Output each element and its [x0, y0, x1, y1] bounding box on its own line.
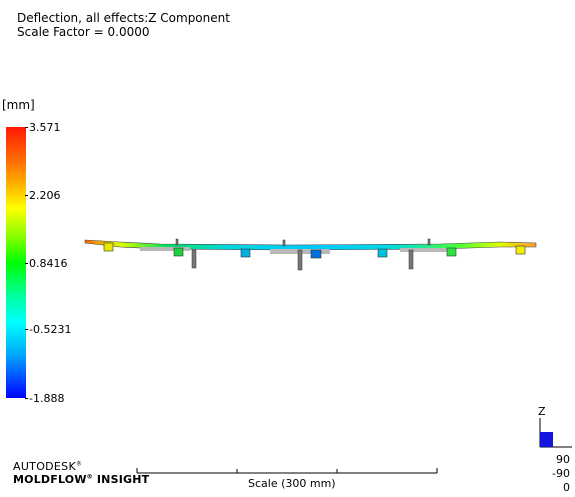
brand-line2-suffix: INSIGHT — [96, 473, 150, 486]
angle-y: -90 — [552, 467, 570, 480]
result-title: Deflection, all effects:Z Component — [17, 11, 230, 25]
scale-bar — [136, 468, 438, 474]
legend-tick-4: -0.5231 — [24, 323, 72, 336]
legend-tick-2: 2.206 — [25, 189, 61, 202]
angle-z: 0 — [563, 481, 570, 494]
registered-mark-2: ® — [86, 473, 93, 481]
autodesk-logo-text: AUTODESK® — [13, 460, 82, 473]
moldflow-logo-text: MOLDFLOW® INSIGHT — [13, 473, 149, 486]
legend-unit: [mm] — [2, 98, 35, 112]
angle-x: 90 — [556, 453, 570, 466]
legend-tick-3: 0.8416 — [25, 257, 68, 270]
scale-factor-label: Scale Factor = 0.0000 — [17, 25, 150, 39]
orientation-triad[interactable] — [539, 418, 572, 448]
brand-line1: AUTODESK — [13, 460, 76, 473]
color-legend-bar — [6, 127, 26, 398]
brand-line2: MOLDFLOW — [13, 473, 87, 486]
scale-bar-label: Scale (300 mm) — [248, 477, 336, 490]
registered-mark: ® — [75, 460, 83, 468]
legend-tick-max: 3.571 — [25, 121, 61, 134]
triad-z-label: Z — [538, 405, 546, 418]
legend-tick-min: -1.888 — [24, 392, 65, 405]
part-mesh — [84, 238, 537, 271]
